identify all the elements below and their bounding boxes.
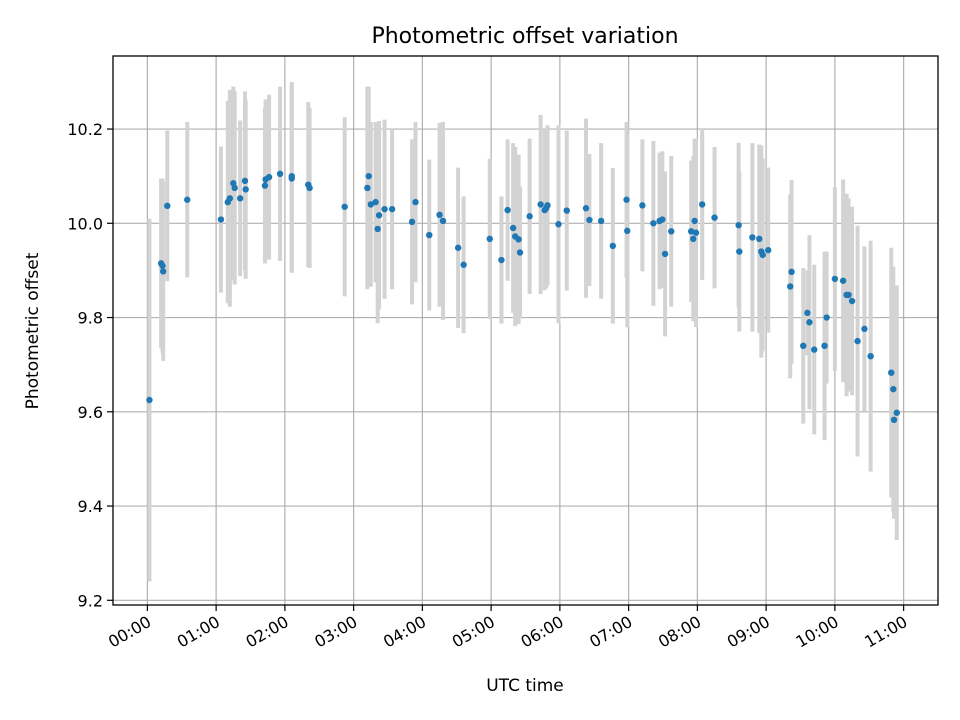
data-point <box>159 268 167 275</box>
data-point <box>893 409 900 416</box>
data-point <box>609 242 617 250</box>
data-point <box>811 346 818 353</box>
data-point <box>436 211 443 219</box>
data-point <box>515 236 522 243</box>
data-point <box>365 172 372 180</box>
data-point <box>146 396 153 404</box>
data-point <box>381 205 388 213</box>
x-axis-label: UTC time <box>486 676 564 696</box>
data-point <box>692 229 700 236</box>
data-point <box>749 234 756 241</box>
data-point <box>690 235 697 243</box>
data-point <box>306 184 313 192</box>
data-point <box>265 173 273 181</box>
data-point <box>164 202 171 210</box>
y-tick-label: 9.8 <box>78 309 103 328</box>
data-point <box>756 235 763 243</box>
data-point <box>408 218 416 226</box>
y-tick-label: 9.4 <box>78 497 103 516</box>
data-point <box>890 385 897 393</box>
data-point <box>582 205 590 212</box>
data-point <box>241 177 249 185</box>
data-point <box>236 195 244 202</box>
data-point <box>526 213 533 220</box>
data-point <box>764 246 772 254</box>
data-point <box>831 275 839 283</box>
data-point <box>668 228 675 235</box>
data-point <box>412 198 419 206</box>
data-point <box>888 369 895 376</box>
data-point <box>364 184 371 192</box>
data-point <box>691 217 698 225</box>
data-point <box>735 221 742 229</box>
data-point <box>426 231 433 239</box>
data-point <box>460 261 467 268</box>
data-point <box>659 216 666 223</box>
data-point <box>687 228 695 235</box>
data-point <box>586 216 593 224</box>
data-point <box>231 184 238 192</box>
data-point <box>498 256 505 264</box>
chart-title: Photometric offset variation <box>371 24 678 49</box>
data-point <box>698 201 706 208</box>
data-point <box>184 196 191 203</box>
data-point <box>372 198 379 206</box>
data-point <box>388 205 396 213</box>
data-point <box>623 196 630 203</box>
data-point <box>159 262 166 269</box>
data-point <box>509 224 517 232</box>
data-point <box>806 319 813 326</box>
data-point <box>823 314 830 321</box>
data-point <box>516 249 524 256</box>
data-point <box>711 214 718 221</box>
y-tick-label: 10.2 <box>67 120 103 139</box>
plot-frame <box>112 55 939 606</box>
data-point <box>639 202 646 209</box>
data-point <box>544 202 551 209</box>
data-point <box>486 235 493 243</box>
data-point <box>537 201 544 208</box>
data-point <box>276 170 284 178</box>
data-point <box>374 225 381 233</box>
data-point <box>821 342 828 350</box>
y-axis-label: Photometric offset <box>23 252 43 409</box>
data-point <box>288 172 295 180</box>
data-point <box>804 309 811 317</box>
data-point <box>597 217 605 225</box>
data-point <box>341 203 348 210</box>
data-point <box>786 283 794 290</box>
data-point <box>563 207 570 214</box>
data-point <box>650 220 657 227</box>
data-point <box>242 186 249 193</box>
data-point <box>736 248 743 255</box>
data-point <box>759 251 766 259</box>
data-point <box>800 342 807 350</box>
data-point <box>367 201 375 208</box>
data-point <box>375 212 383 219</box>
data-point <box>848 297 856 305</box>
data-point <box>854 337 861 345</box>
data-point <box>624 227 631 235</box>
data-point <box>439 217 447 225</box>
data-point <box>845 291 852 299</box>
data-point <box>504 206 511 214</box>
data-point <box>788 268 795 276</box>
data-point <box>661 250 669 258</box>
y-axis-ticks: 9.2 9.4 9.6 9.8 10.0 10.2 <box>67 120 113 610</box>
data-point <box>890 416 898 424</box>
data-point <box>867 352 874 360</box>
data-point <box>861 325 868 333</box>
data-point <box>454 244 462 251</box>
y-tick-label: 9.2 <box>78 591 103 610</box>
data-point <box>261 182 269 189</box>
data-points <box>146 170 900 424</box>
y-tick-label: 9.6 <box>78 403 103 422</box>
data-point <box>226 195 234 202</box>
data-point <box>555 221 562 228</box>
data-point <box>217 216 225 223</box>
y-tick-label: 10.0 <box>67 214 103 233</box>
data-point <box>839 277 847 284</box>
